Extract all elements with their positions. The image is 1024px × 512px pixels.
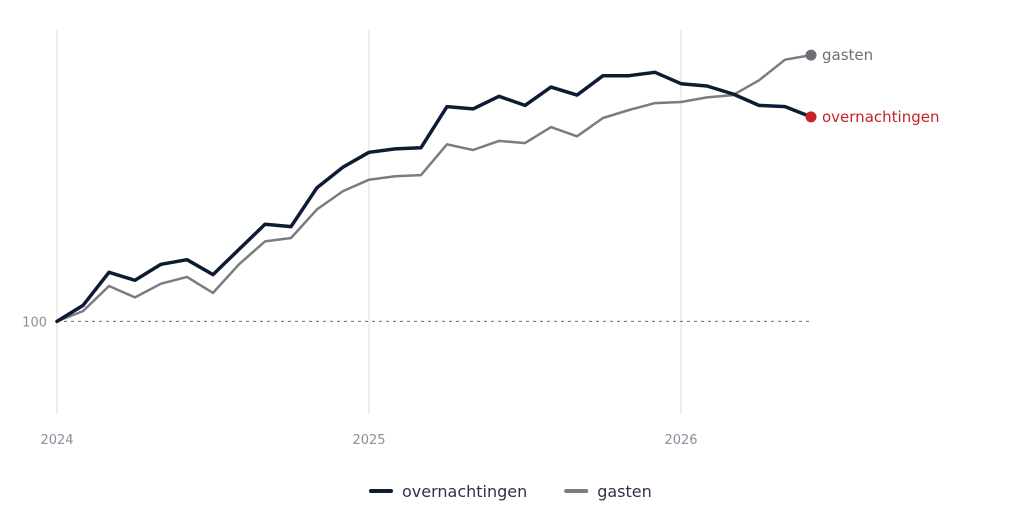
series-line-overnachtingen (55, 70, 813, 324)
end-marker-gasten (805, 49, 817, 61)
series-line-gasten (55, 53, 813, 323)
series-lines (55, 53, 813, 324)
series-end-labels: overnachtingen gasten (805, 46, 939, 126)
y-tick-label-100: 100 (22, 315, 47, 330)
legend-label-gasten: gasten (597, 482, 652, 501)
x-tick-label-2026: 2026 (664, 433, 697, 448)
vertical-gridlines (56, 30, 682, 414)
end-marker-overnachtingen (805, 111, 817, 123)
x-tick-label-2024: 2024 (40, 433, 73, 448)
x-tick-label-2025: 2025 (352, 433, 385, 448)
legend-label-overnachtingen: overnachtingen (402, 482, 527, 501)
y-axis-tick-labels: 100 (22, 315, 47, 330)
end-label-gasten: gasten (822, 46, 873, 64)
end-label-overnachtingen: overnachtingen (822, 108, 939, 126)
x-axis-tick-labels: 2024 2025 2026 (40, 433, 697, 448)
legend: overnachtingen gasten (369, 482, 652, 501)
